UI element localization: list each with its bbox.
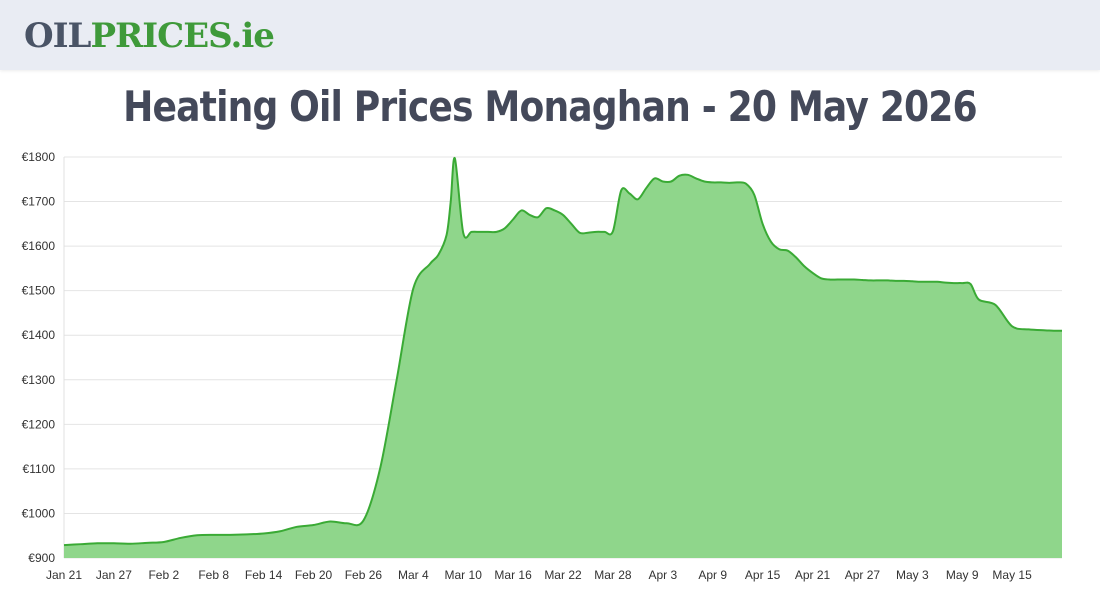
- x-tick-label: Mar 10: [445, 568, 483, 582]
- y-tick-label: €1300: [22, 373, 56, 387]
- x-tick-label: Apr 21: [795, 568, 831, 582]
- x-tick-label: Jan 27: [96, 568, 132, 582]
- x-tick-label: Apr 15: [745, 568, 781, 582]
- x-tick-label: Apr 3: [648, 568, 677, 582]
- y-tick-label: €1700: [22, 195, 56, 209]
- x-tick-label: May 3: [896, 568, 929, 582]
- chart-title: Heating Oil Prices Monaghan - 20 May 202…: [123, 82, 978, 131]
- logo-prices-text: PRICES: [90, 16, 231, 56]
- y-tick-label: €1000: [22, 506, 56, 520]
- x-tick-label: Feb 8: [198, 568, 229, 582]
- x-tick-label: Mar 4: [398, 568, 429, 582]
- y-axis: €900 €1000 €1100 €1200 €1300 €1400 €1500 €1600 €…: [22, 150, 56, 565]
- x-tick-label: Mar 28: [594, 568, 632, 582]
- site-logo[interactable]: OILPRICES.ie: [24, 14, 275, 58]
- x-tick-label: May 9: [946, 568, 979, 582]
- price-area-chart: €900 €1000 €1100 €1200 €1300 €1400 €1500 €1600 €…: [22, 150, 1063, 582]
- x-tick-label: Apr 27: [845, 568, 881, 582]
- y-tick-label: €1100: [23, 462, 56, 476]
- x-tick-label: May 15: [992, 568, 1032, 582]
- series-line: [63, 157, 1063, 547]
- x-tick-label: Jan 21: [46, 568, 82, 582]
- logo-oil-text: OIL: [24, 16, 91, 56]
- x-tick-label: Mar 22: [544, 568, 582, 582]
- y-tick-label: €1400: [22, 328, 56, 342]
- logo-tld-text: .ie: [230, 16, 274, 56]
- x-tick-label: Feb 26: [345, 568, 383, 582]
- x-tick-label: Feb 2: [148, 568, 179, 582]
- chart-area-series: [63, 157, 1063, 558]
- area-fill: [64, 157, 1062, 558]
- x-tick-label: Feb 20: [295, 568, 333, 582]
- y-tick-label: €900: [28, 551, 55, 565]
- x-tick-label: Apr 9: [698, 568, 727, 582]
- y-tick-label: €1500: [22, 284, 56, 298]
- x-axis: Jan 21 Jan 27 Feb 2 Feb 8 Feb 14 Feb 20 Feb 26…: [46, 568, 1032, 582]
- x-tick-label: Mar 16: [494, 568, 532, 582]
- x-tick-label: Feb 14: [245, 568, 283, 582]
- site-header: OILPRICES.ie: [0, 0, 1100, 70]
- y-tick-label: €1200: [22, 417, 56, 431]
- y-tick-label: €1800: [22, 150, 56, 164]
- y-tick-label: €1600: [22, 239, 56, 253]
